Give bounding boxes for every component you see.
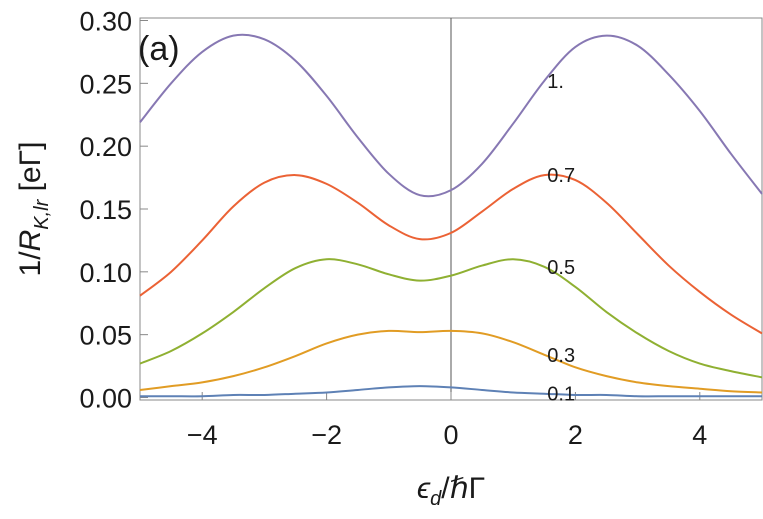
- y-label-part: 1/: [14, 251, 47, 277]
- x-label-part: /ℏΓ: [441, 472, 485, 505]
- x-tick-label: −2: [311, 420, 342, 450]
- x-axis-label: ϵd/ℏΓ: [417, 472, 485, 510]
- y-tick-label: 0.15: [79, 195, 132, 225]
- series-label: 0.3: [547, 345, 575, 367]
- series-label: 0.7: [547, 165, 575, 187]
- x-tick-label: 2: [568, 420, 583, 450]
- y-label-part: R: [14, 230, 47, 252]
- series-line: [140, 385, 762, 398]
- y-tick-label: 0.00: [79, 383, 132, 413]
- y-label-part: [eΓ]: [14, 142, 47, 200]
- x-tick-label: 0: [443, 420, 458, 450]
- x-tick-label: 4: [692, 420, 707, 450]
- x-tick-label: −4: [187, 420, 218, 450]
- y-label-part: K,lr: [31, 198, 53, 229]
- x-label-part: ϵ: [417, 472, 431, 505]
- y-axis-label: 1/RK,lr [eΓ]: [14, 142, 53, 277]
- series-line: [139, 173, 763, 335]
- series-label: 1.: [547, 71, 564, 93]
- y-tick-label: 0.20: [79, 132, 132, 162]
- x-label-part: d: [430, 488, 442, 510]
- series-label: 0.5: [547, 257, 575, 279]
- y-tick-label: 0.10: [79, 258, 132, 288]
- series-line: [139, 33, 763, 198]
- y-tick-label: 0.30: [79, 7, 132, 37]
- series-line: [139, 329, 763, 394]
- annotation: (a): [138, 30, 180, 68]
- series-line: [139, 258, 763, 379]
- series-label: 0.1: [547, 384, 575, 406]
- y-tick-label: 0.25: [79, 69, 132, 99]
- y-tick-label: 0.05: [79, 321, 132, 351]
